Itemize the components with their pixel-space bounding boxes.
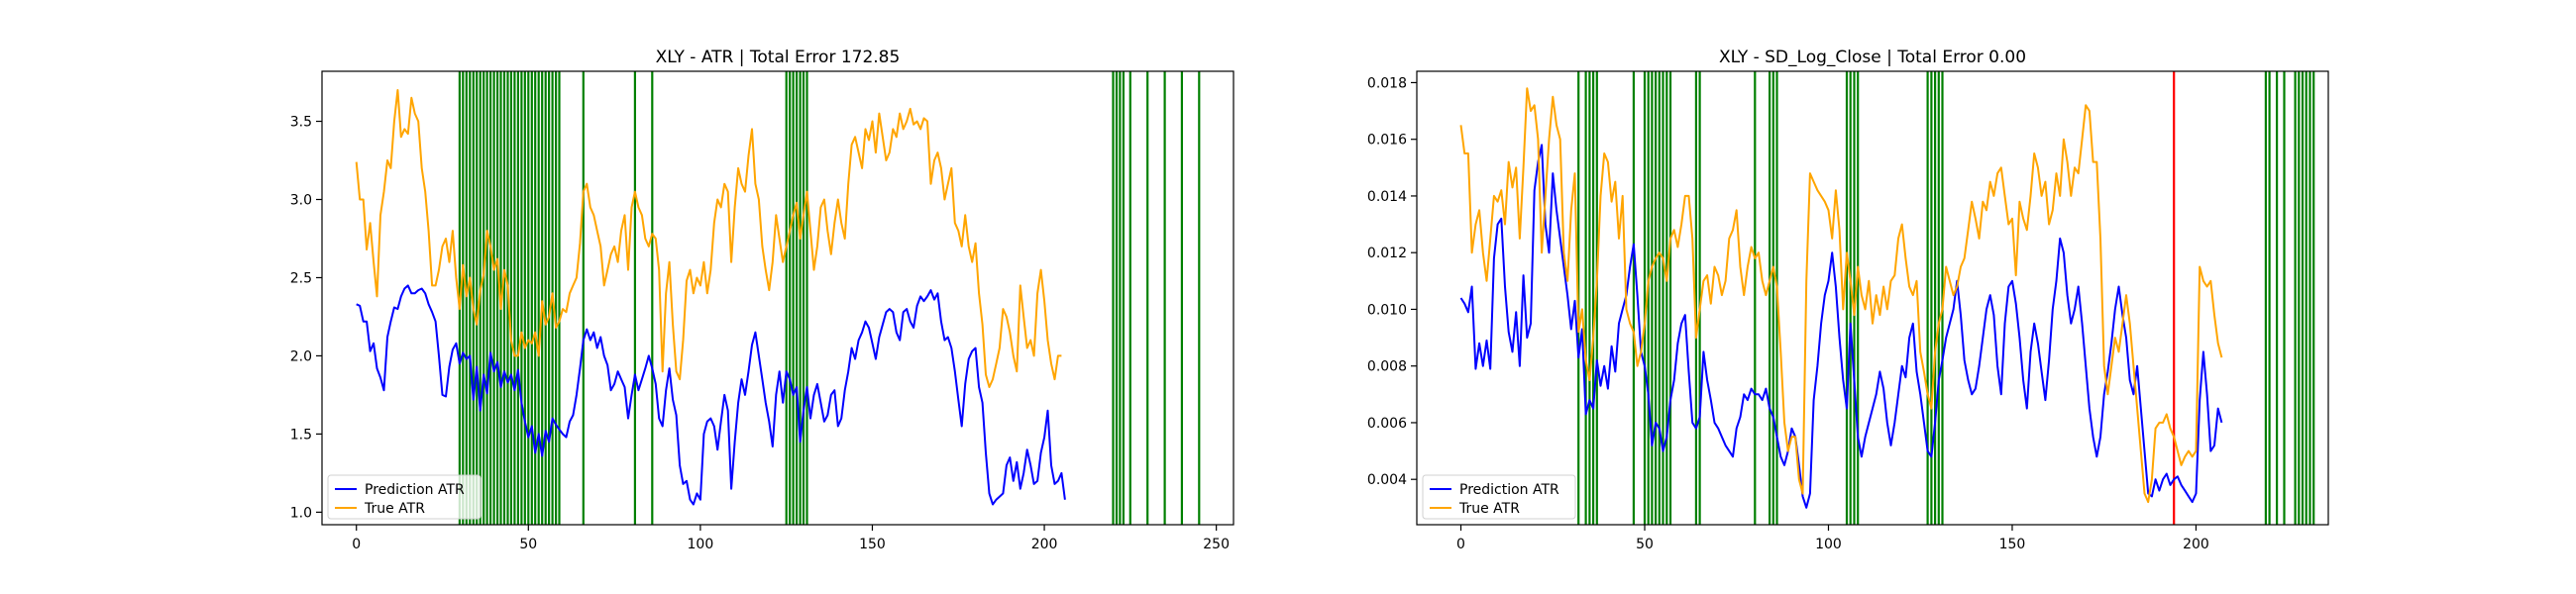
x-tick-label: 100 — [688, 537, 714, 552]
x-tick-label: 200 — [1031, 537, 1058, 552]
y-tick-label: 0.012 — [1367, 246, 1407, 261]
y-axis: 1.0 1.5 2.0 2.5 3.0 3.5 — [290, 115, 322, 521]
legend-label-prediction: Prediction ATR — [365, 482, 465, 498]
y-axis: 0.004 0.006 0.008 0.010 0.012 0.014 0.016 0.018 — [1367, 75, 1417, 488]
series-line-true — [1459, 87, 2223, 504]
x-tick-label: 100 — [1815, 537, 1842, 552]
x-axis: 0 50 100 150 200 — [1456, 525, 2209, 552]
y-tick-label: 0.006 — [1367, 416, 1407, 432]
series-line-true — [355, 89, 1062, 388]
x-axis: 0 50 100 150 200 250 — [352, 525, 1230, 552]
chart-atr: XLY - ATR | Total Error 172.85 0 50 100 150… — [290, 48, 1234, 552]
series-line-prediction — [1459, 144, 2223, 509]
series-line-prediction — [356, 284, 1066, 506]
y-tick-label: 0.018 — [1367, 75, 1407, 91]
chart-title: XLY - SD_Log_Close | Total Error 0.00 — [1719, 48, 2026, 67]
plot-frame — [1416, 70, 2329, 526]
chart-sd-log-close: XLY - SD_Log_Close | Total Error 0.00 0 5… — [1367, 48, 2329, 552]
y-tick-label: 3.5 — [290, 115, 312, 131]
plot-frame — [321, 70, 1234, 526]
series-group — [355, 89, 1066, 506]
legend: Prediction ATR True ATR — [1422, 474, 1576, 520]
x-tick-label: 0 — [352, 537, 361, 552]
legend: Prediction ATR True ATR — [327, 474, 482, 520]
legend-label-prediction: Prediction ATR — [1459, 482, 1559, 498]
x-tick-label: 50 — [1636, 537, 1654, 552]
legend-label-true: True ATR — [1458, 501, 1520, 517]
y-tick-label: 0.008 — [1367, 359, 1407, 375]
x-tick-label: 0 — [1456, 537, 1465, 552]
y-tick-label: 1.5 — [290, 427, 312, 443]
legend-box — [327, 474, 482, 520]
y-tick-label: 0.016 — [1367, 133, 1407, 148]
x-tick-label: 150 — [1999, 537, 2026, 552]
series-group — [1459, 87, 2223, 509]
y-tick-label: 2.0 — [290, 348, 312, 364]
chart-title: XLY - ATR | Total Error 172.85 — [656, 48, 901, 67]
x-tick-label: 200 — [2183, 537, 2209, 552]
y-tick-label: 0.014 — [1367, 189, 1407, 205]
y-tick-label: 0.010 — [1367, 302, 1407, 318]
y-tick-label: 1.0 — [290, 505, 312, 521]
y-tick-label: 2.5 — [290, 270, 312, 286]
x-tick-label: 250 — [1203, 537, 1230, 552]
legend-box — [1422, 474, 1576, 520]
legend-label-true: True ATR — [364, 501, 425, 517]
y-tick-label: 3.0 — [290, 193, 312, 209]
x-tick-label: 50 — [519, 537, 537, 552]
x-tick-label: 150 — [859, 537, 886, 552]
y-tick-label: 0.004 — [1367, 472, 1407, 488]
